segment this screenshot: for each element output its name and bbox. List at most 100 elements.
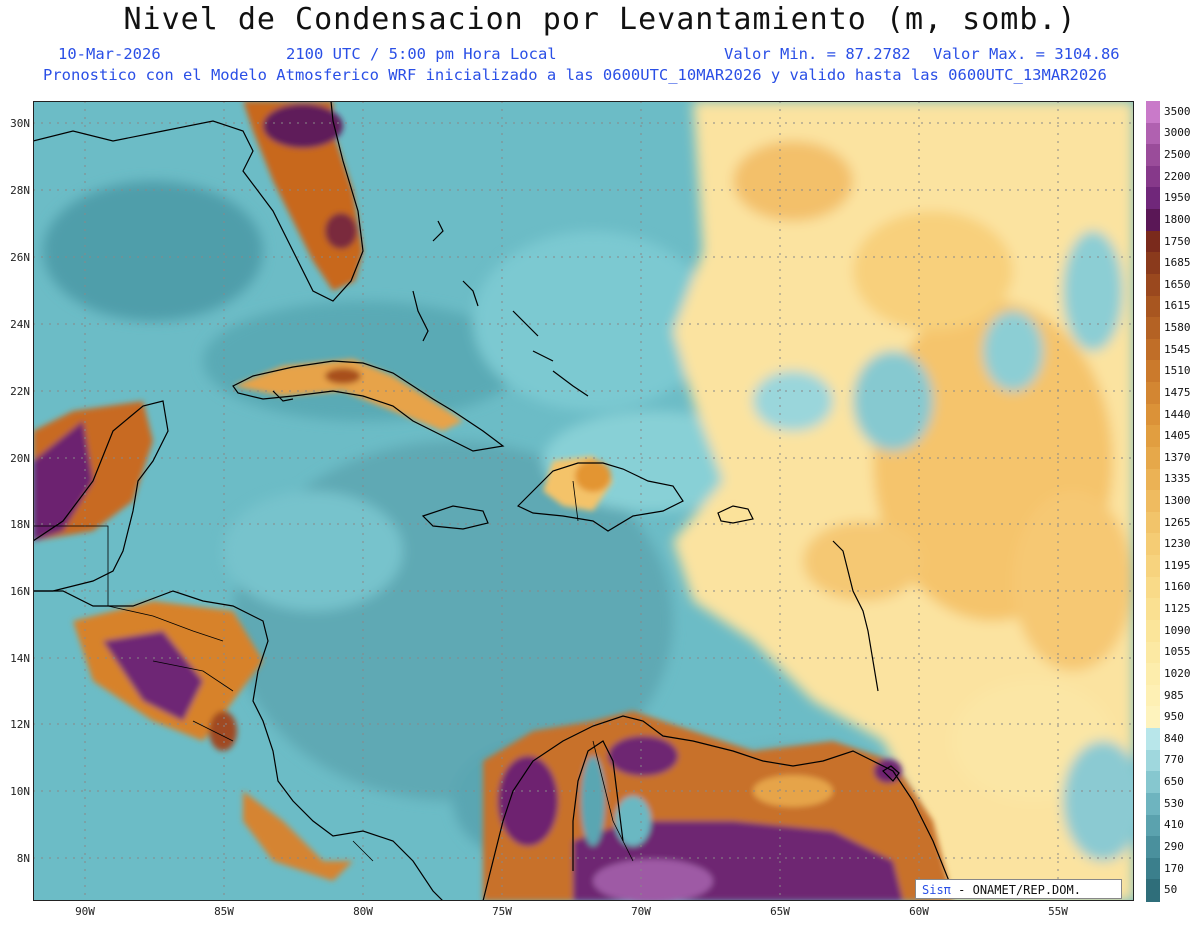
lat-label: 22N bbox=[10, 385, 30, 398]
legend-swatch bbox=[1146, 425, 1160, 448]
legend-label: 50 bbox=[1164, 883, 1178, 897]
legend-swatch bbox=[1146, 382, 1160, 405]
chart-title: Nivel de Condensacion por Levantamiento … bbox=[123, 2, 1077, 37]
legend-swatch bbox=[1146, 749, 1160, 772]
legend-label: 1800 bbox=[1164, 212, 1191, 226]
map-svg bbox=[32, 100, 1143, 903]
legend-label: 1650 bbox=[1164, 277, 1191, 291]
legend-swatch bbox=[1146, 209, 1160, 232]
lon-label: 85W bbox=[214, 905, 234, 918]
lon-label: 60W bbox=[909, 905, 929, 918]
legend-label: 1685 bbox=[1164, 256, 1191, 270]
legend-swatch bbox=[1146, 468, 1160, 491]
legend-label: 1370 bbox=[1164, 450, 1191, 464]
legend-label: 650 bbox=[1164, 775, 1184, 789]
legend-swatch bbox=[1146, 295, 1160, 318]
legend-swatch bbox=[1146, 771, 1160, 794]
legend-swatch bbox=[1146, 122, 1160, 145]
legend-swatch bbox=[1146, 317, 1160, 340]
legend-label: 1020 bbox=[1164, 666, 1191, 680]
legend-label: 1230 bbox=[1164, 537, 1191, 551]
lat-label: 10N bbox=[10, 785, 30, 798]
lon-label: 65W bbox=[770, 905, 790, 918]
legend-label: 1055 bbox=[1164, 645, 1191, 659]
lat-label: 16N bbox=[10, 585, 30, 598]
legend-swatch bbox=[1146, 576, 1160, 599]
legend-swatch bbox=[1146, 144, 1160, 167]
legend-label: 2500 bbox=[1164, 148, 1191, 162]
legend-swatch bbox=[1146, 641, 1160, 664]
legend-label: 530 bbox=[1164, 796, 1184, 810]
legend-label: 1580 bbox=[1164, 321, 1191, 335]
legend-swatch bbox=[1146, 360, 1160, 383]
legend-swatch bbox=[1146, 446, 1160, 470]
legend-swatch bbox=[1146, 273, 1160, 297]
borders bbox=[33, 480, 634, 862]
legend-label: 1950 bbox=[1164, 191, 1191, 205]
legend-label: 410 bbox=[1164, 818, 1184, 832]
legend-label: 950 bbox=[1164, 710, 1184, 724]
legend-label: 985 bbox=[1164, 688, 1184, 702]
legend-swatch bbox=[1146, 533, 1160, 556]
legend-swatch bbox=[1146, 165, 1160, 189]
legend-swatch bbox=[1146, 728, 1160, 751]
legend-label: 1090 bbox=[1164, 623, 1191, 637]
legend-swatch bbox=[1146, 619, 1160, 643]
credit-box: Sisπ - ONAMET/REP.DOM. bbox=[915, 879, 1122, 899]
lat-label: 18N bbox=[10, 518, 30, 531]
legend-swatch bbox=[1146, 511, 1160, 535]
lat-label: 8N bbox=[16, 852, 30, 865]
legend-label: 1160 bbox=[1164, 580, 1191, 594]
map-panel bbox=[32, 100, 1143, 903]
legend-label: 1510 bbox=[1164, 364, 1191, 378]
lat-label: 20N bbox=[10, 452, 30, 465]
legend-swatch bbox=[1146, 187, 1160, 210]
legend-label: 290 bbox=[1164, 839, 1184, 853]
legend-swatch bbox=[1146, 684, 1160, 707]
legend-swatch bbox=[1146, 706, 1160, 729]
legend-label: 1300 bbox=[1164, 494, 1191, 507]
lon-label: 75W bbox=[492, 905, 512, 918]
legend-swatch bbox=[1146, 814, 1160, 837]
legend-label: 170 bbox=[1164, 861, 1184, 875]
lat-label: 28N bbox=[10, 184, 30, 197]
legend-label: 840 bbox=[1164, 731, 1184, 745]
lat-label: 26N bbox=[10, 251, 30, 264]
land-high-lcl bbox=[33, 101, 953, 903]
legend-label: 1335 bbox=[1164, 472, 1191, 486]
legend-label: 1125 bbox=[1164, 602, 1191, 616]
lon-label: 90W bbox=[75, 905, 95, 918]
legend-label: 3500 bbox=[1164, 104, 1191, 118]
legend-swatch bbox=[1146, 598, 1160, 621]
credit-brand: Sisπ bbox=[922, 883, 951, 897]
legend-label: 1750 bbox=[1164, 234, 1191, 248]
lat-label: 30N bbox=[10, 117, 30, 130]
legend-label: 1545 bbox=[1164, 342, 1191, 356]
valid-time: 2100 UTC / 5:00 pm Hora Local bbox=[286, 45, 557, 63]
coastlines bbox=[32, 100, 954, 902]
min-value: Valor Min. = 87.2782 bbox=[724, 45, 911, 63]
legend-swatch bbox=[1146, 555, 1160, 578]
legend-swatch bbox=[1146, 101, 1160, 124]
legend-swatch bbox=[1146, 252, 1160, 275]
legend-label: 1475 bbox=[1164, 385, 1191, 399]
color-legend: 3500 3000 2500 2200 1950 1800 1750 1685 1650 1615… bbox=[1146, 101, 1200, 902]
lat-label: 12N bbox=[10, 718, 30, 731]
legend-swatch bbox=[1146, 792, 1160, 816]
legend-label: 1265 bbox=[1164, 515, 1191, 529]
legend-label: 1405 bbox=[1164, 429, 1191, 443]
credit-org: - ONAMET/REP.DOM. bbox=[958, 883, 1081, 897]
model-init-line: Pronostico con el Modelo Atmosferico WRF… bbox=[43, 66, 1107, 84]
legend-label: 770 bbox=[1164, 753, 1184, 767]
legend-swatch bbox=[1146, 857, 1160, 880]
lat-label: 14N bbox=[10, 652, 30, 665]
valid-date: 10-Mar-2026 bbox=[58, 45, 161, 63]
legend-label: 3000 bbox=[1164, 126, 1191, 140]
legend-swatch bbox=[1146, 879, 1160, 902]
legend-swatch bbox=[1146, 663, 1160, 686]
legend-swatch bbox=[1146, 403, 1160, 426]
legend-swatch bbox=[1146, 338, 1160, 362]
graticule bbox=[33, 101, 1134, 901]
legend-label: 2200 bbox=[1164, 169, 1191, 183]
legend-swatch bbox=[1146, 230, 1160, 253]
